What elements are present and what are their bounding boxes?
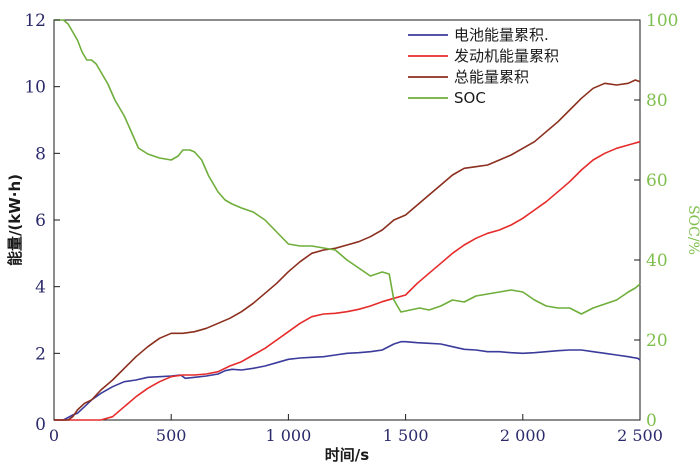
series-group <box>54 19 641 421</box>
y-right-tick-label-1: 20 <box>646 331 668 351</box>
y-right-tick-label-2: 40 <box>646 251 668 271</box>
y-right-tick-label-5: 100 <box>646 11 678 31</box>
series-line-1 <box>54 140 641 421</box>
x-axis-title: 时间/s <box>325 446 369 464</box>
y-left-tick-label-1: 4 <box>35 278 46 298</box>
series-line-3 <box>54 19 641 315</box>
y-left-tick-label-3: 8 <box>35 144 46 164</box>
y-left-tick-label-2: 6 <box>35 211 46 231</box>
y-left-tick-label-4: 10 <box>24 78 46 98</box>
y-left-tick-label-0: 2 <box>35 344 46 364</box>
legend-label-3: SOC <box>454 89 486 107</box>
x-tick-label-1: 500 <box>156 426 187 445</box>
y-right-tick-label-0: 0 <box>646 411 657 431</box>
ticks-group: 0 500 1 000 1 500 2 000 2 500 2 4 6 8 10 12 0 20 40 60 8… <box>24 11 678 445</box>
y-left-tick-label-origin: 0 <box>35 415 46 435</box>
series-line-0 <box>54 340 641 421</box>
plot-frame <box>53 19 641 421</box>
series-line-2 <box>54 79 641 421</box>
y-right-axis-title: SOC/% <box>685 205 700 255</box>
x-tick-label-2: 1 000 <box>265 426 311 445</box>
x-tick-label-4: 2 000 <box>500 426 546 445</box>
y-right-tick-label-3: 60 <box>646 171 668 191</box>
x-tick-label-0: 0 <box>49 426 59 445</box>
legend-label-0: 电池能量累积. <box>454 26 549 44</box>
y-left-tick-label-5: 12 <box>24 11 46 31</box>
x-tick-label-5: 2 500 <box>617 426 663 445</box>
legend-label-2: 总能量累积 <box>454 68 529 86</box>
legend-label-1: 发动机能量累积 <box>454 47 559 65</box>
x-tick-label-3: 1 500 <box>383 426 429 445</box>
y-right-tick-label-4: 80 <box>646 91 668 111</box>
y-left-axis-title: 能量/(kW·h) <box>6 174 24 266</box>
